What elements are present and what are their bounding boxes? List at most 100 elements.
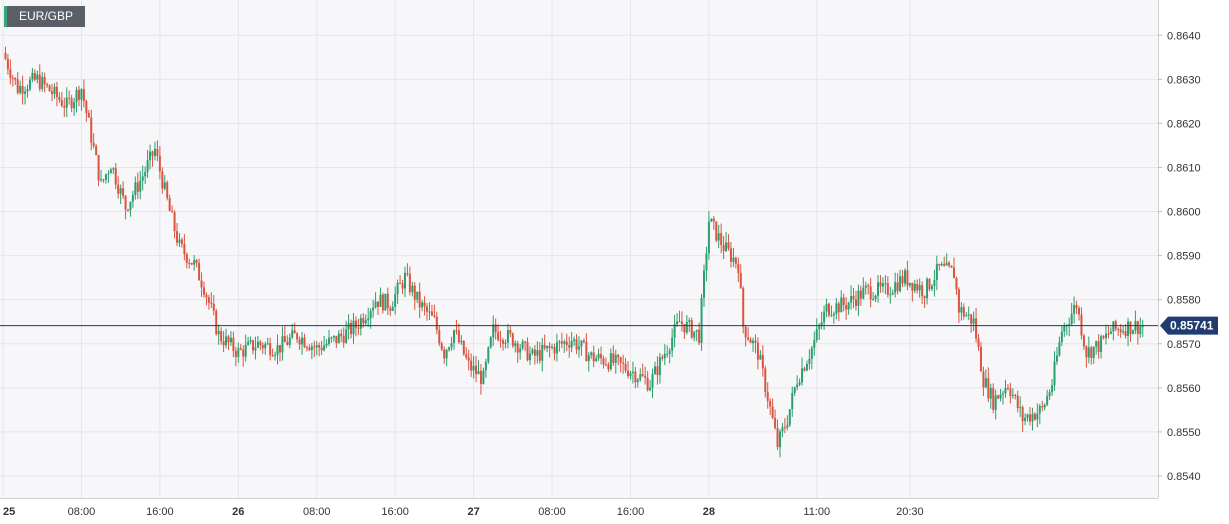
candle xyxy=(467,349,470,371)
candle xyxy=(477,360,480,375)
candle xyxy=(769,398,772,415)
candle xyxy=(744,326,747,347)
candle xyxy=(310,342,313,360)
candle xyxy=(693,331,696,342)
candle xyxy=(859,285,862,306)
candle xyxy=(372,299,375,318)
candle xyxy=(301,331,304,355)
candle xyxy=(200,272,203,297)
candle xyxy=(1043,403,1046,411)
candle xyxy=(136,172,139,200)
candle xyxy=(134,176,137,200)
candle xyxy=(889,286,892,304)
candle xyxy=(553,343,556,361)
candle xyxy=(781,422,784,438)
candle xyxy=(940,261,943,267)
candle xyxy=(266,337,269,346)
candle xyxy=(1127,317,1130,347)
candle xyxy=(742,286,745,334)
candle xyxy=(85,99,88,122)
candle xyxy=(641,363,644,377)
candle xyxy=(38,64,41,92)
candle xyxy=(953,257,956,279)
candle xyxy=(575,334,578,355)
candle xyxy=(1104,324,1107,345)
candle xyxy=(149,144,152,170)
candle xyxy=(227,334,230,351)
candle xyxy=(1058,336,1061,357)
candle xyxy=(712,215,715,230)
candle xyxy=(229,331,232,346)
candle xyxy=(1006,384,1009,391)
candle xyxy=(604,357,607,367)
candle xyxy=(801,357,804,386)
candle xyxy=(546,345,549,353)
y-tick-label: 0.8640 xyxy=(1167,30,1201,42)
candle xyxy=(955,276,958,295)
candle xyxy=(646,371,649,392)
current-price-badge: 0.85741 xyxy=(1160,316,1218,335)
candle xyxy=(205,292,208,306)
candle xyxy=(820,311,823,330)
candle xyxy=(298,336,301,350)
candle xyxy=(543,334,546,351)
candle xyxy=(325,339,328,349)
candle xyxy=(234,346,237,367)
candle xyxy=(423,296,426,316)
candle xyxy=(377,301,380,316)
candle xyxy=(428,302,431,321)
candle xyxy=(401,279,404,295)
candle xyxy=(193,255,196,271)
candle xyxy=(364,314,367,327)
candle xyxy=(923,295,926,308)
candle xyxy=(1070,302,1073,326)
candle xyxy=(1139,317,1142,339)
candle xyxy=(555,333,558,362)
candle xyxy=(198,258,201,281)
candle xyxy=(1004,379,1007,398)
candle xyxy=(1021,405,1024,432)
candle xyxy=(845,297,848,320)
candle xyxy=(1122,325,1125,335)
candle xyxy=(195,259,198,268)
candle xyxy=(798,378,801,387)
candle xyxy=(595,355,598,362)
candle xyxy=(384,293,387,311)
candle xyxy=(906,260,909,291)
candle xyxy=(717,224,720,249)
candle xyxy=(649,380,652,392)
candle xyxy=(190,262,193,266)
candle xyxy=(102,178,105,183)
x-tick-label: 08:00 xyxy=(538,506,566,518)
candle xyxy=(220,327,223,345)
candle xyxy=(509,326,512,337)
candle xyxy=(73,97,76,116)
candle xyxy=(832,311,835,324)
candle xyxy=(536,341,539,364)
candle xyxy=(252,339,255,355)
candle xyxy=(734,256,737,269)
candle xyxy=(886,276,889,298)
candle xyxy=(715,221,718,243)
candle xyxy=(519,344,522,360)
candle xyxy=(168,194,171,212)
candle xyxy=(100,169,103,182)
candle xyxy=(612,345,615,366)
candle xyxy=(526,337,529,362)
candle xyxy=(1046,389,1049,407)
candle xyxy=(65,87,68,118)
candle xyxy=(296,332,299,344)
candle xyxy=(288,333,291,349)
candle xyxy=(350,319,353,339)
candle xyxy=(1053,351,1056,391)
candle xyxy=(367,307,370,327)
candle xyxy=(104,173,107,184)
candle xyxy=(982,366,985,396)
candle xyxy=(862,277,865,300)
candle xyxy=(403,266,406,298)
candle xyxy=(225,328,228,349)
candle xyxy=(497,324,500,342)
candle xyxy=(962,303,965,320)
candle xyxy=(146,150,149,178)
candle xyxy=(379,287,382,307)
